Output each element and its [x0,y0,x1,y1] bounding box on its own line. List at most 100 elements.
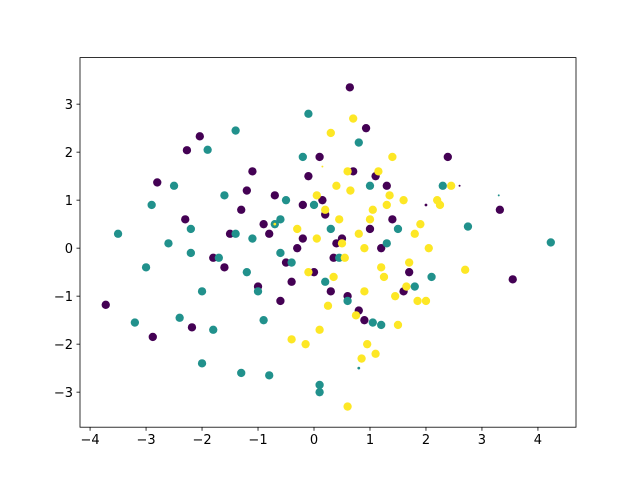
point [365,215,375,224]
x-tick-label: 1 [366,433,374,448]
point [446,181,456,190]
point [323,301,333,310]
point [293,224,302,234]
point [360,315,369,325]
point [220,191,229,200]
point [197,359,207,368]
point [382,239,391,248]
y-tick-label: 2 [65,146,73,161]
point [164,239,173,248]
point [368,205,377,214]
point [259,219,268,229]
point [349,114,358,123]
point [186,248,196,258]
point [273,222,277,226]
point [231,126,240,135]
point [265,371,274,380]
point [357,354,366,363]
point [195,132,204,141]
point [301,339,310,349]
point [365,224,375,234]
point [416,219,425,229]
point [351,311,361,320]
x-tick-label: −4 [80,433,99,448]
point [220,263,229,272]
point [231,229,240,238]
x-tick-label: 0 [310,433,318,448]
point [187,323,197,332]
point [309,200,319,210]
point [214,253,223,262]
point [424,243,433,253]
point [385,191,394,200]
y-tick-label: −2 [54,338,73,353]
point [388,215,397,224]
point [148,332,157,342]
x-tick-label: 2 [422,433,430,448]
point [340,253,349,262]
point [410,229,419,238]
point [321,165,324,168]
point [326,287,335,296]
point [298,234,307,243]
point [399,195,408,205]
point [312,234,321,243]
point [315,325,324,334]
point [276,248,285,258]
point [253,287,263,296]
point [315,152,324,162]
point [242,267,251,277]
point [427,272,436,282]
point [382,200,391,210]
point [259,315,268,325]
point [421,296,431,306]
point [141,263,151,272]
y-tick-label: 3 [65,98,73,113]
point [265,229,274,238]
point [287,258,296,267]
point [181,215,190,224]
point [304,109,313,118]
point [371,349,380,358]
point [298,200,307,210]
point [237,368,246,378]
point [438,181,447,190]
point [458,184,461,187]
point [276,296,285,306]
point [335,215,344,224]
point [270,191,279,200]
point [345,83,354,92]
point [377,243,386,253]
point [393,224,403,234]
point [391,291,400,301]
point [354,138,363,147]
point [248,234,257,243]
point [363,339,372,349]
point [360,287,369,296]
point [377,320,386,330]
point [329,272,338,282]
plot-area [101,83,555,411]
point [203,145,212,154]
point [312,191,321,200]
point [304,267,313,277]
point [360,243,369,253]
point [377,263,386,272]
point [147,200,156,210]
point [304,171,313,181]
x-tick-label: −3 [136,433,155,448]
point [361,123,371,133]
point [337,239,347,248]
point [546,238,555,247]
point [321,205,330,214]
point [365,181,375,190]
point [357,366,361,370]
point [153,178,162,187]
y-tick-label: 0 [65,242,73,257]
point [354,229,363,238]
point [463,222,473,231]
y-tick-label: −1 [54,290,73,305]
point [293,243,302,253]
y-tick-label: 1 [65,194,73,209]
